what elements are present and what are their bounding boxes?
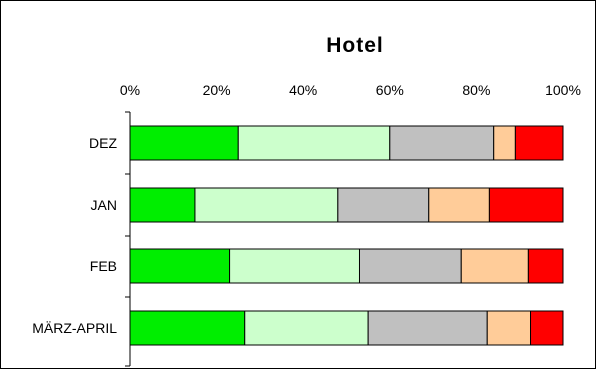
bar-segment	[527, 248, 564, 284]
bar-segment	[244, 310, 369, 346]
category-label: JAN	[91, 197, 117, 213]
bar-segment	[530, 310, 564, 346]
x-tick-label: 80%	[462, 82, 490, 98]
bar-segment	[460, 248, 529, 284]
bar-segment	[129, 310, 246, 346]
bar-segment	[129, 187, 196, 223]
bar-segment	[129, 248, 231, 284]
x-axis-ticks: 0% 20% 40% 60% 80% 100%	[120, 82, 581, 98]
bar-segment	[229, 248, 360, 284]
bar-segment	[486, 310, 532, 346]
bar-segment	[488, 187, 564, 223]
x-tick-label: 20%	[203, 82, 231, 98]
bar-segment	[194, 187, 339, 223]
bar-segment	[493, 125, 516, 161]
category-label: FEB	[90, 258, 117, 274]
bar-segment	[129, 125, 239, 161]
bar-segment	[514, 125, 564, 161]
category-label: DEZ	[89, 135, 117, 151]
x-tick-label: 60%	[376, 82, 404, 98]
category-label: MÄRZ-APRIL	[32, 320, 117, 336]
x-tick-label: 0%	[120, 82, 140, 98]
bar-segment	[367, 310, 488, 346]
bar-segment	[428, 187, 490, 223]
bar-segment	[358, 248, 462, 284]
plot-area	[129, 125, 564, 346]
chart-title: Hotel	[326, 34, 384, 57]
bar-segment	[237, 125, 391, 161]
x-tick-label: 100%	[545, 82, 581, 98]
bar-segment	[337, 187, 430, 223]
x-tick-label: 40%	[289, 82, 317, 98]
bar-segment	[389, 125, 495, 161]
y-axis-categories: DEZ JAN FEB MÄRZ-APRIL	[32, 135, 117, 336]
chart-border	[0, 0, 596, 369]
